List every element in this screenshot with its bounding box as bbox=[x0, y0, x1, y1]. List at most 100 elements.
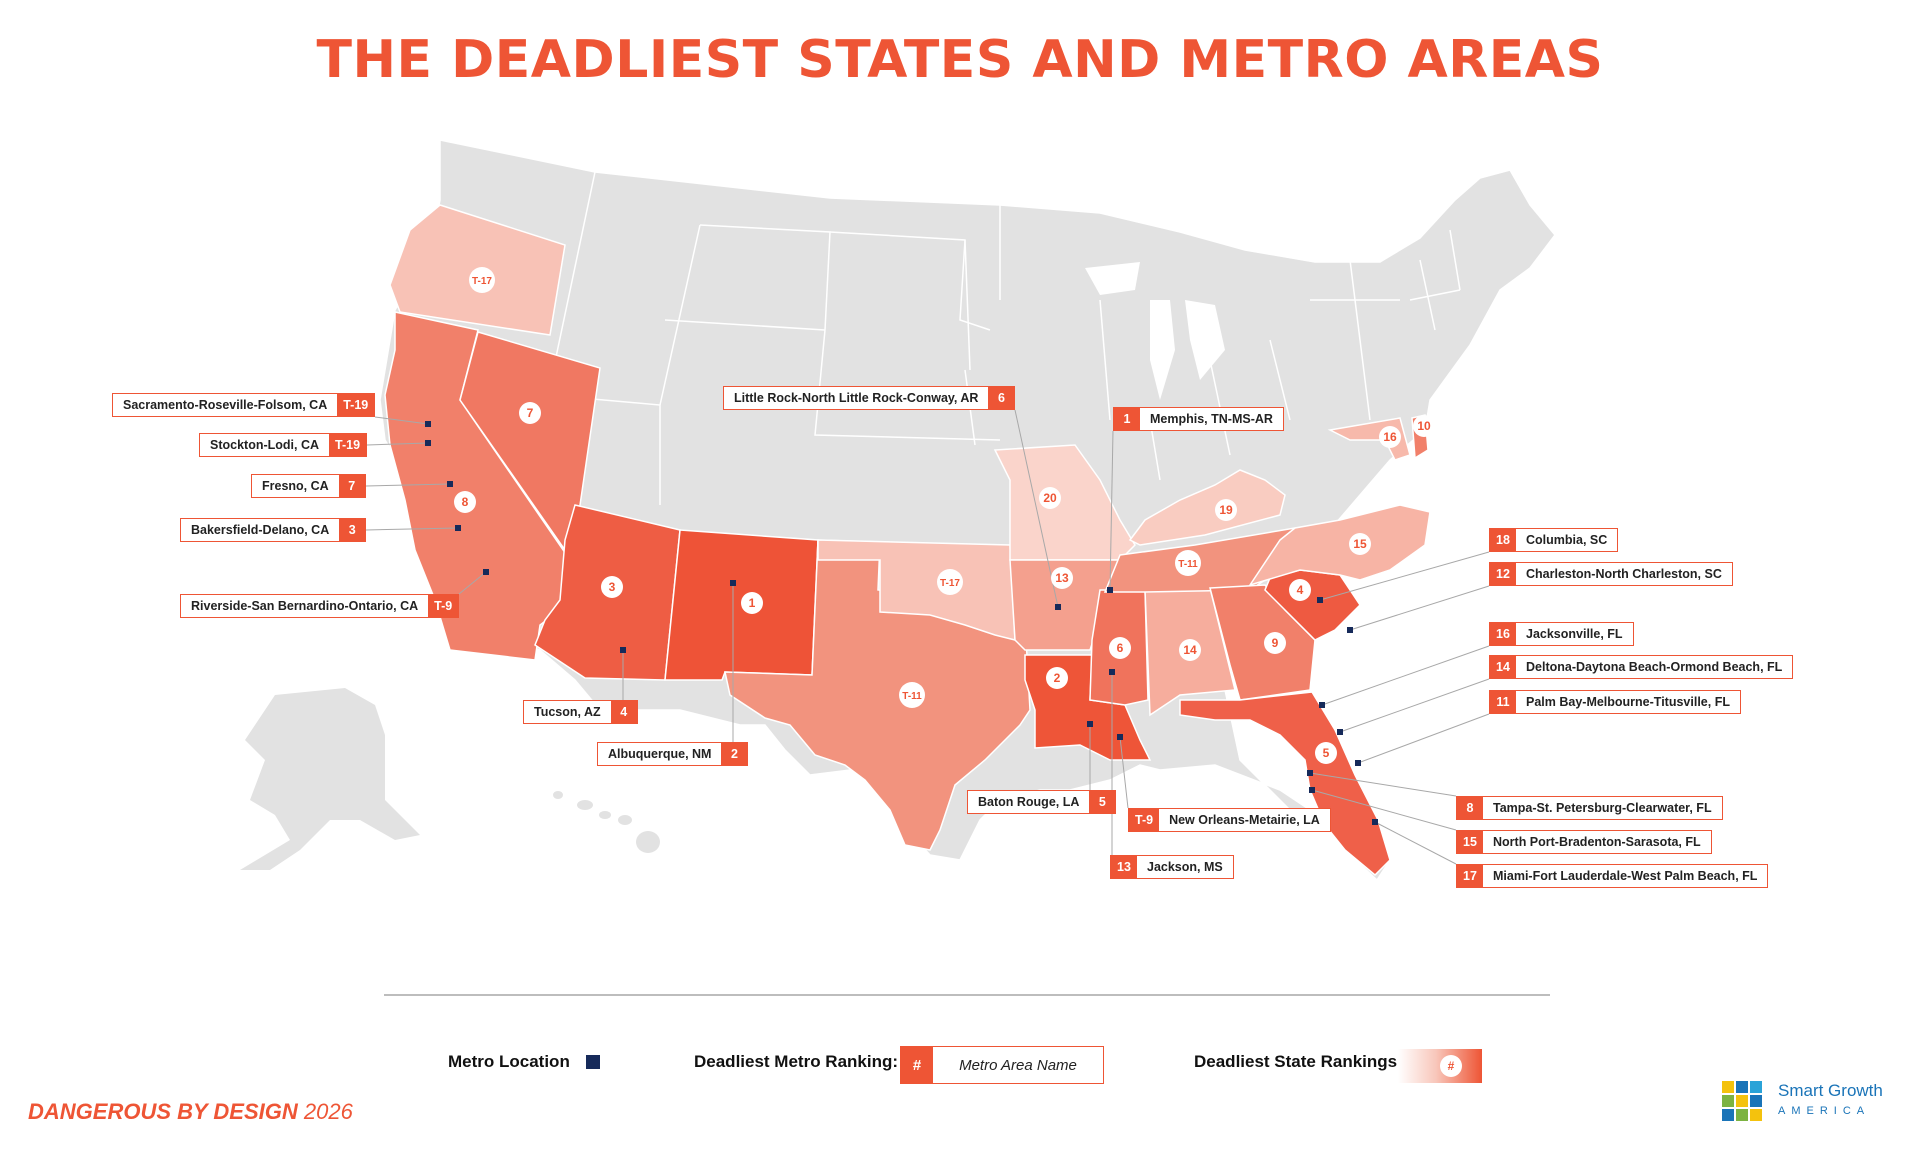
metro-rank: 18 bbox=[1490, 529, 1516, 551]
legend-metro-rank: # bbox=[901, 1047, 933, 1083]
metro-rank: T-19 bbox=[337, 394, 375, 416]
legend-state-rankings-label: Deadliest State Rankings: bbox=[1194, 1052, 1403, 1071]
smart-growth-america-logo: Smart Growth AMERICA bbox=[1716, 1075, 1916, 1135]
legend-divider bbox=[384, 994, 1550, 996]
state-badge-circle bbox=[1349, 533, 1371, 555]
state-badge-AR: 13 bbox=[1051, 567, 1073, 589]
metro-rank: 16 bbox=[1490, 623, 1516, 645]
metro-leader-line bbox=[374, 416, 429, 425]
metro-location-marker bbox=[425, 440, 431, 446]
state-badge-label: 16 bbox=[1383, 430, 1397, 444]
state-badge-circle bbox=[1413, 415, 1435, 437]
state-badge-GA: 9 bbox=[1264, 632, 1286, 654]
metro-callout: Baton Rouge, LA 5 bbox=[967, 790, 1117, 814]
metro-markers bbox=[425, 421, 1378, 825]
metro-location-marker bbox=[1355, 760, 1361, 766]
state-badge-MS: 6 bbox=[1109, 637, 1131, 659]
metro-callout: 8 Tampa-St. Petersburg-Clearwater, FL bbox=[1456, 796, 1723, 820]
state-NC bbox=[1248, 504, 1431, 587]
state-badge-circle bbox=[1175, 550, 1201, 576]
metro-location-marker bbox=[1087, 721, 1093, 727]
metro-location-marker bbox=[1055, 604, 1061, 610]
alaska bbox=[240, 688, 420, 870]
state-badge-KY: 19 bbox=[1215, 499, 1237, 521]
metro-rank: 15 bbox=[1457, 831, 1483, 853]
state-badge-label: T-17 bbox=[472, 276, 492, 287]
legend-metro-location-label: Metro Location bbox=[448, 1052, 570, 1071]
metro-name: Charleston-North Charleston, SC bbox=[1526, 567, 1722, 581]
metro-rank: 3 bbox=[339, 519, 366, 541]
state-badge-label: 2 bbox=[1054, 671, 1061, 685]
state-badge-circle bbox=[1046, 667, 1068, 689]
state-badge-circle bbox=[899, 682, 925, 708]
metro-name: Baton Rouge, LA bbox=[978, 795, 1080, 809]
metro-callout: T-9 New Orleans-Metairie, LA bbox=[1128, 808, 1331, 832]
state-badge-label: 6 bbox=[1117, 641, 1124, 655]
state-badge-circle bbox=[1215, 499, 1237, 521]
metro-rank: 7 bbox=[338, 475, 365, 497]
state-badge-label: 14 bbox=[1183, 643, 1197, 657]
footer-series: DANGEROUS BY DESIGN 2026 bbox=[28, 1099, 353, 1125]
metro-callout: Little Rock-North Little Rock-Conway, AR… bbox=[723, 386, 1016, 410]
metro-location-marker bbox=[447, 481, 453, 487]
metro-rank: 1 bbox=[1114, 408, 1140, 430]
metro-rank: 14 bbox=[1490, 656, 1516, 678]
metro-name: Albuquerque, NM bbox=[608, 747, 712, 761]
metro-rank: 8 bbox=[1457, 797, 1483, 819]
metro-rank: 11 bbox=[1490, 691, 1516, 713]
metro-callout: Tucson, AZ 4 bbox=[523, 700, 638, 724]
metro-location-marker bbox=[1317, 597, 1323, 603]
state-badge-label: 5 bbox=[1323, 746, 1330, 760]
state-badge-circle bbox=[1051, 567, 1073, 589]
state-badge-AZ: 3 bbox=[601, 576, 623, 598]
metro-leader-line bbox=[1109, 430, 1114, 591]
metro-location-marker bbox=[425, 421, 431, 427]
state-badge-circle bbox=[937, 569, 963, 595]
state-badge-NM: 1 bbox=[741, 592, 763, 614]
state-badge-FL: 5 bbox=[1315, 742, 1337, 764]
metro-callout: Albuquerque, NM 2 bbox=[597, 742, 749, 766]
metro-rank: 5 bbox=[1089, 791, 1116, 813]
callout-leaders bbox=[365, 409, 1490, 865]
metro-location-marker bbox=[1117, 734, 1123, 740]
state-badge-SC: 4 bbox=[1289, 579, 1311, 601]
logo-line1: Smart Growth bbox=[1778, 1081, 1883, 1100]
metro-location-marker bbox=[1372, 819, 1378, 825]
metro-leader-line bbox=[365, 527, 459, 531]
metro-callout: 14 Deltona-Daytona Beach-Ormond Beach, FL bbox=[1489, 655, 1794, 679]
legend-metro-ranking-label: Deadliest Metro Ranking: bbox=[694, 1052, 899, 1071]
metro-rank: T-9 bbox=[428, 595, 459, 617]
hawaii bbox=[553, 791, 660, 853]
metro-callout: Bakersfield-Delano, CA 3 bbox=[180, 518, 367, 542]
metro-leader-line bbox=[1014, 409, 1059, 608]
legend-metro-sample: # Metro Area Name bbox=[900, 1046, 1104, 1084]
metro-name: Jacksonville, FL bbox=[1526, 627, 1623, 641]
metro-name: Tucson, AZ bbox=[534, 705, 601, 719]
state-badge-MO: 20 bbox=[1039, 487, 1061, 509]
state-badge-label: 7 bbox=[527, 406, 534, 420]
state-badge-label: 10 bbox=[1417, 419, 1431, 433]
metro-location-marker bbox=[1337, 729, 1343, 735]
metro-name: Sacramento-Roseville-Folsom, CA bbox=[123, 398, 328, 412]
metro-name: New Orleans-Metairie, LA bbox=[1169, 813, 1320, 827]
state-FL bbox=[1179, 691, 1391, 877]
metro-callout: Fresno, CA 7 bbox=[251, 474, 366, 498]
metro-callout: 11 Palm Bay-Melbourne-Titusville, FL bbox=[1489, 690, 1741, 714]
metro-rank: T-19 bbox=[329, 434, 367, 456]
metro-rank: 4 bbox=[610, 701, 637, 723]
metro-callout: 1 Memphis, TN-MS-AR bbox=[1113, 407, 1284, 431]
base-land bbox=[240, 139, 1556, 882]
metro-rank: 6 bbox=[988, 387, 1015, 409]
metro-location-marker bbox=[1109, 669, 1115, 675]
metro-leader-line bbox=[1374, 821, 1457, 865]
state-badge-label: T-11 bbox=[1178, 559, 1198, 570]
logo-line2: AMERICA bbox=[1778, 1105, 1871, 1117]
state-badge-NC: 15 bbox=[1349, 533, 1371, 555]
metro-callout: Sacramento-Roseville-Folsom, CA T-19 bbox=[112, 393, 376, 417]
metro-leader-line bbox=[1321, 645, 1490, 706]
metro-leader-line bbox=[1319, 551, 1490, 601]
metro-name: Jackson, MS bbox=[1147, 860, 1223, 874]
metro-callout: 17 Miami-Fort Lauderdale-West Palm Beach,… bbox=[1456, 864, 1769, 888]
